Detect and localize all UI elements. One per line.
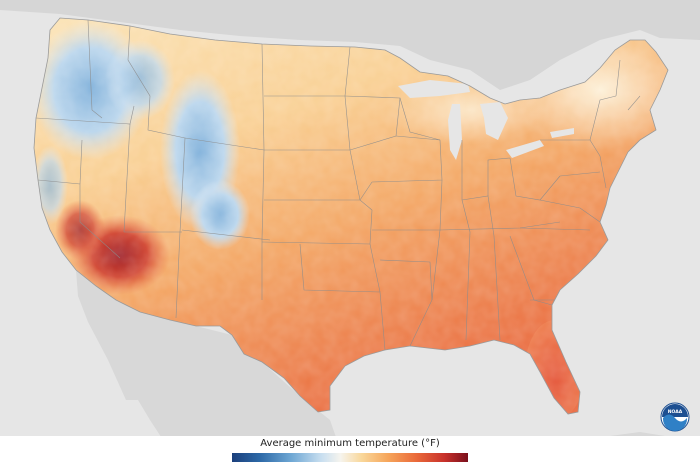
lake-ontario xyxy=(550,128,574,138)
lake-superior xyxy=(398,80,470,98)
baja-peninsula xyxy=(76,270,138,400)
state-borders xyxy=(35,19,641,351)
noaa-logo-icon: NOAA xyxy=(660,402,690,432)
legend-color-bar xyxy=(232,453,468,462)
lake-michigan xyxy=(448,104,462,160)
legend-title: Average minimum temperature (°F) xyxy=(260,438,440,449)
legend: Average minimum temperature (°F) xyxy=(0,436,700,466)
canada-land xyxy=(0,0,700,90)
lake-huron xyxy=(480,102,508,140)
great-lakes xyxy=(398,80,574,160)
mexico-land xyxy=(86,286,346,466)
noaa-logo-text: NOAA xyxy=(668,409,683,415)
lake-erie xyxy=(506,140,544,158)
